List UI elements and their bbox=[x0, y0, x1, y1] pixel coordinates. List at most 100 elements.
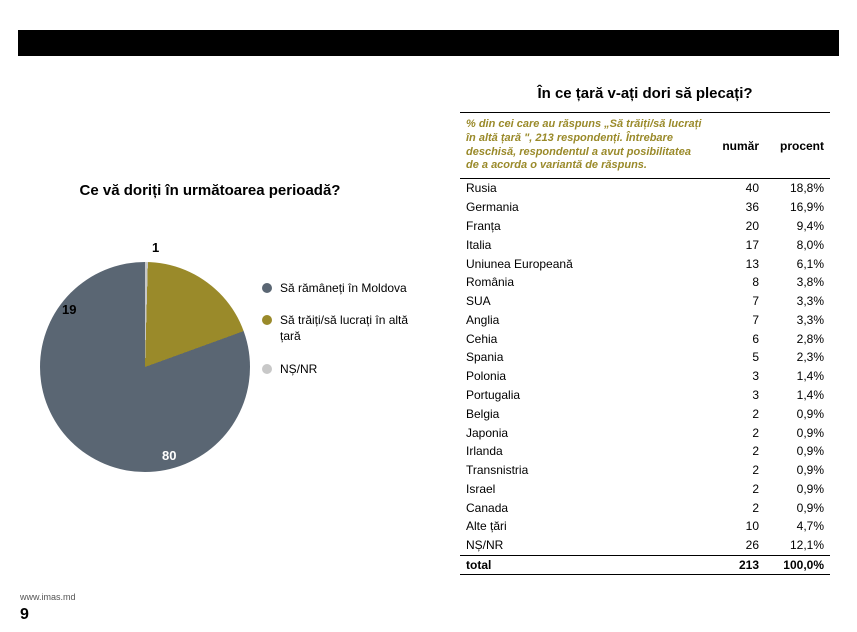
row-name: Canada bbox=[460, 498, 710, 517]
row-pct: 0,9% bbox=[765, 423, 830, 442]
row-name: SUA bbox=[460, 292, 710, 311]
table-row: Irlanda20,9% bbox=[460, 442, 830, 461]
row-name: Transnistria bbox=[460, 461, 710, 480]
total-label: total bbox=[460, 555, 710, 575]
table-row: Canada20,9% bbox=[460, 498, 830, 517]
pie-graphic bbox=[40, 262, 250, 472]
row-num: 7 bbox=[710, 310, 765, 329]
row-pct: 3,8% bbox=[765, 273, 830, 292]
row-num: 17 bbox=[710, 235, 765, 254]
row-num: 40 bbox=[710, 179, 765, 198]
table-row: Israel20,9% bbox=[460, 480, 830, 499]
table-title: În ce țară v-ați dori să plecați? bbox=[460, 85, 830, 102]
table-row: Portugalia31,4% bbox=[460, 386, 830, 405]
pie-value-label: 19 bbox=[62, 302, 76, 317]
row-num: 7 bbox=[710, 292, 765, 311]
row-pct: 8,0% bbox=[765, 235, 830, 254]
legend-swatch bbox=[262, 283, 272, 293]
table-row: Germania3616,9% bbox=[460, 198, 830, 217]
row-pct: 3,3% bbox=[765, 292, 830, 311]
row-pct: 2,8% bbox=[765, 329, 830, 348]
row-name: NȘ/NR bbox=[460, 536, 710, 555]
row-name: Rusia bbox=[460, 179, 710, 198]
row-name: Anglia bbox=[460, 310, 710, 329]
row-num: 2 bbox=[710, 404, 765, 423]
total-pct: 100,0% bbox=[765, 555, 830, 575]
top-bar bbox=[18, 30, 839, 56]
table-row: Alte țări104,7% bbox=[460, 517, 830, 536]
table-row: Japonia20,9% bbox=[460, 423, 830, 442]
legend-item: Să trăiți/să lucrați în altă țară bbox=[262, 312, 412, 344]
pie-value-label: 80 bbox=[162, 448, 176, 463]
table-row: NȘ/NR2612,1% bbox=[460, 536, 830, 555]
row-num: 2 bbox=[710, 498, 765, 517]
row-name: Belgia bbox=[460, 404, 710, 423]
row-num: 2 bbox=[710, 461, 765, 480]
legend-label: NȘ/NR bbox=[280, 361, 317, 377]
row-pct: 18,8% bbox=[765, 179, 830, 198]
row-name: Alte țări bbox=[460, 517, 710, 536]
table-row: Franța209,4% bbox=[460, 217, 830, 236]
table-row: SUA73,3% bbox=[460, 292, 830, 311]
table-row: Polonia31,4% bbox=[460, 367, 830, 386]
table-row: România83,8% bbox=[460, 273, 830, 292]
row-pct: 2,3% bbox=[765, 348, 830, 367]
row-pct: 0,9% bbox=[765, 461, 830, 480]
row-name: Polonia bbox=[460, 367, 710, 386]
row-name: Israel bbox=[460, 480, 710, 499]
row-num: 5 bbox=[710, 348, 765, 367]
row-pct: 1,4% bbox=[765, 386, 830, 405]
legend-item: NȘ/NR bbox=[262, 361, 412, 377]
table-row: Transnistria20,9% bbox=[460, 461, 830, 480]
row-pct: 0,9% bbox=[765, 498, 830, 517]
legend-swatch bbox=[262, 364, 272, 374]
row-num: 3 bbox=[710, 386, 765, 405]
row-num: 3 bbox=[710, 367, 765, 386]
row-num: 20 bbox=[710, 217, 765, 236]
data-table: % din cei care au răspuns „Să trăiți/să … bbox=[460, 112, 830, 575]
col-num: număr bbox=[710, 113, 765, 179]
table-row: Cehia62,8% bbox=[460, 329, 830, 348]
chart-title: Ce vă doriți în următoarea perioadă? bbox=[45, 182, 375, 199]
pie-value-label: 1 bbox=[152, 240, 159, 255]
table-subhead: % din cei care au răspuns „Să trăiți/să … bbox=[460, 113, 710, 179]
row-num: 26 bbox=[710, 536, 765, 555]
table-row: Anglia73,3% bbox=[460, 310, 830, 329]
row-pct: 6,1% bbox=[765, 254, 830, 273]
row-num: 8 bbox=[710, 273, 765, 292]
total-num: 213 bbox=[710, 555, 765, 575]
legend: Să rămâneți în Moldova Să trăiți/să lucra… bbox=[262, 280, 412, 393]
page-number: 9 bbox=[20, 606, 29, 624]
row-name: Germania bbox=[460, 198, 710, 217]
row-name: Franța bbox=[460, 217, 710, 236]
row-name: Cehia bbox=[460, 329, 710, 348]
col-pct: procent bbox=[765, 113, 830, 179]
row-num: 2 bbox=[710, 442, 765, 461]
row-num: 13 bbox=[710, 254, 765, 273]
row-pct: 0,9% bbox=[765, 480, 830, 499]
footer-url: www.imas.md bbox=[20, 592, 76, 602]
row-pct: 16,9% bbox=[765, 198, 830, 217]
row-num: 2 bbox=[710, 480, 765, 499]
row-pct: 3,3% bbox=[765, 310, 830, 329]
table-row: Italia178,0% bbox=[460, 235, 830, 254]
row-name: Japonia bbox=[460, 423, 710, 442]
row-pct: 0,9% bbox=[765, 442, 830, 461]
legend-label: Să rămâneți în Moldova bbox=[280, 280, 407, 296]
row-name: Italia bbox=[460, 235, 710, 254]
row-num: 36 bbox=[710, 198, 765, 217]
row-name: România bbox=[460, 273, 710, 292]
row-name: Spania bbox=[460, 348, 710, 367]
table-row: Spania52,3% bbox=[460, 348, 830, 367]
legend-label: Să trăiți/să lucrați în altă țară bbox=[280, 312, 412, 344]
row-num: 6 bbox=[710, 329, 765, 348]
row-num: 10 bbox=[710, 517, 765, 536]
row-pct: 9,4% bbox=[765, 217, 830, 236]
table-row: Belgia20,9% bbox=[460, 404, 830, 423]
row-name: Uniunea Europeană bbox=[460, 254, 710, 273]
legend-swatch bbox=[262, 315, 272, 325]
row-pct: 0,9% bbox=[765, 404, 830, 423]
row-name: Portugalia bbox=[460, 386, 710, 405]
pie-chart: 80 19 1 bbox=[32, 230, 282, 490]
row-pct: 1,4% bbox=[765, 367, 830, 386]
